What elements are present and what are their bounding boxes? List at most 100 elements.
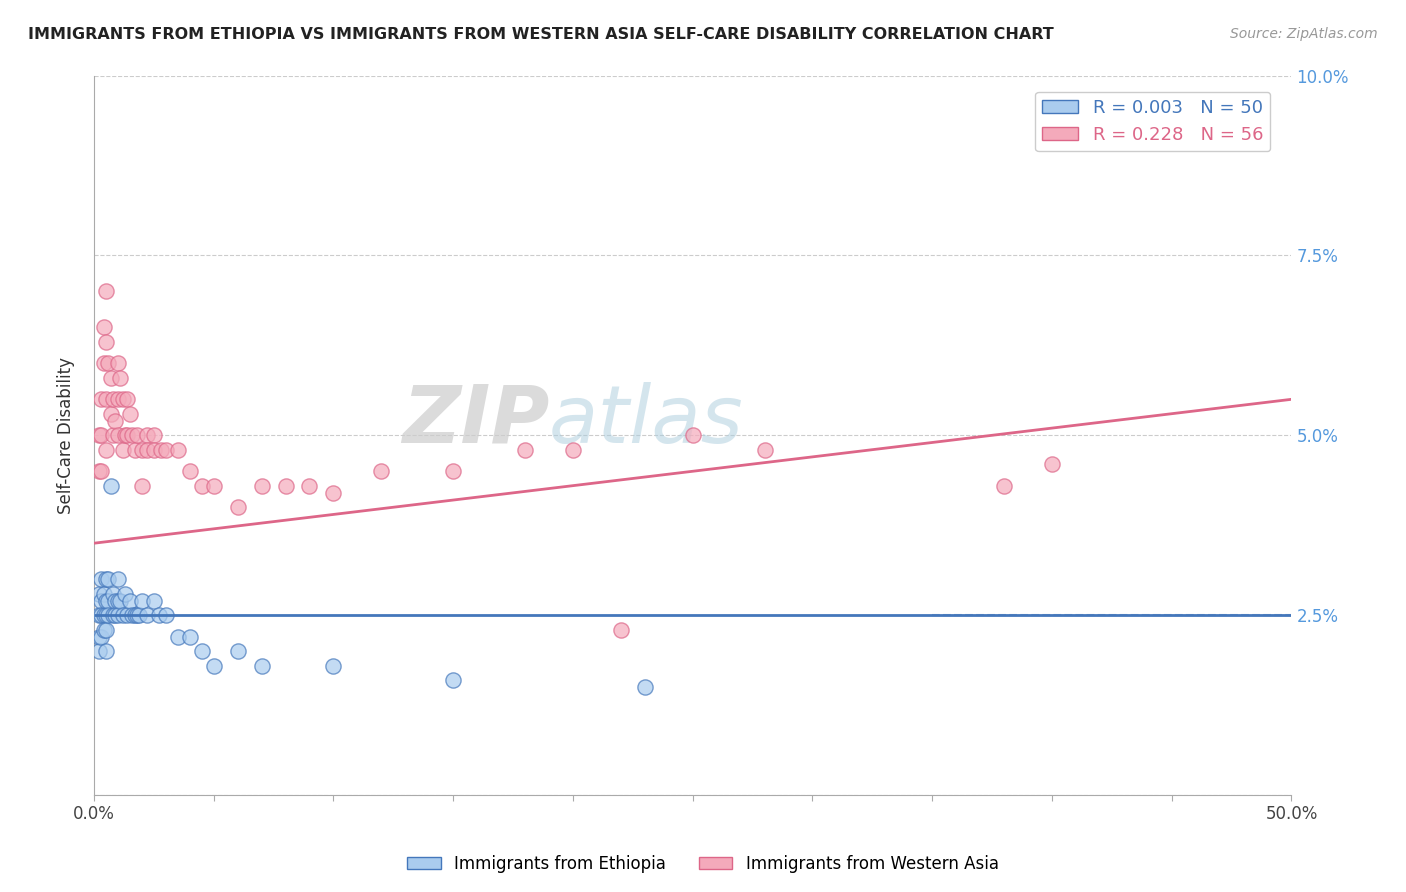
Point: [90, 464, 112, 478]
Point: [107, 572, 129, 586]
Point: [104, 608, 127, 623]
Point: [87, 608, 110, 623]
Text: ZIP: ZIP: [402, 382, 548, 460]
Point: [90, 630, 112, 644]
Point: [202, 478, 225, 492]
Point: [610, 623, 633, 637]
Point: [94, 594, 117, 608]
Point: [298, 478, 321, 492]
Point: [118, 594, 141, 608]
Point: [131, 442, 153, 457]
Point: [117, 428, 139, 442]
Point: [87, 586, 110, 600]
Point: [97, 608, 120, 623]
Point: [166, 630, 188, 644]
Point: [135, 608, 157, 623]
Point: [87, 428, 110, 442]
Point: [125, 428, 148, 442]
Point: [107, 428, 129, 442]
Point: [155, 608, 177, 623]
Point: [274, 478, 297, 492]
Point: [93, 608, 115, 623]
Point: [124, 608, 146, 623]
Point: [101, 428, 124, 442]
Point: [104, 414, 127, 428]
Point: [94, 442, 117, 457]
Point: [87, 644, 110, 658]
Point: [87, 464, 110, 478]
Point: [94, 285, 117, 299]
Point: [131, 478, 153, 492]
Point: [114, 586, 136, 600]
Point: [94, 623, 117, 637]
Point: [202, 658, 225, 673]
Legend: Immigrants from Ethiopia, Immigrants from Western Asia: Immigrants from Ethiopia, Immigrants fro…: [401, 848, 1005, 880]
Point: [142, 442, 165, 457]
Point: [118, 407, 141, 421]
Point: [370, 464, 392, 478]
Point: [111, 392, 134, 407]
Point: [90, 392, 112, 407]
Point: [93, 586, 115, 600]
Point: [94, 608, 117, 623]
Point: [93, 356, 115, 370]
Point: [100, 370, 122, 384]
Y-axis label: Self-Care Disability: Self-Care Disability: [58, 357, 75, 514]
Point: [90, 608, 112, 623]
Point: [993, 478, 1015, 492]
Point: [561, 442, 583, 457]
Point: [97, 572, 120, 586]
Point: [107, 608, 129, 623]
Point: [90, 594, 112, 608]
Point: [101, 608, 124, 623]
Point: [101, 586, 124, 600]
Point: [135, 428, 157, 442]
Point: [101, 392, 124, 407]
Point: [94, 644, 117, 658]
Point: [513, 442, 536, 457]
Point: [142, 594, 165, 608]
Point: [135, 442, 157, 457]
Point: [121, 608, 143, 623]
Point: [148, 608, 170, 623]
Legend: R = 0.003   N = 50, R = 0.228   N = 56: R = 0.003 N = 50, R = 0.228 N = 56: [1035, 92, 1271, 152]
Point: [93, 320, 115, 334]
Point: [93, 623, 115, 637]
Point: [107, 392, 129, 407]
Point: [110, 594, 132, 608]
Point: [114, 428, 136, 442]
Point: [441, 464, 464, 478]
Point: [104, 594, 127, 608]
Point: [97, 594, 120, 608]
Point: [117, 608, 139, 623]
Point: [190, 644, 212, 658]
Text: IMMIGRANTS FROM ETHIOPIA VS IMMIGRANTS FROM WESTERN ASIA SELF-CARE DISABILITY CO: IMMIGRANTS FROM ETHIOPIA VS IMMIGRANTS F…: [28, 27, 1054, 42]
Point: [155, 442, 177, 457]
Point: [682, 428, 704, 442]
Point: [110, 370, 132, 384]
Point: [226, 500, 249, 515]
Point: [128, 608, 150, 623]
Point: [322, 486, 344, 500]
Point: [100, 407, 122, 421]
Point: [142, 428, 165, 442]
Point: [179, 464, 201, 478]
Point: [150, 442, 173, 457]
Point: [124, 442, 146, 457]
Point: [125, 608, 148, 623]
Point: [250, 478, 273, 492]
Point: [87, 630, 110, 644]
Point: [226, 644, 249, 658]
Text: Source: ZipAtlas.com: Source: ZipAtlas.com: [1230, 27, 1378, 41]
Point: [107, 356, 129, 370]
Point: [441, 673, 464, 687]
Point: [179, 630, 201, 644]
Point: [121, 428, 143, 442]
Point: [94, 334, 117, 349]
Point: [166, 442, 188, 457]
Point: [754, 442, 776, 457]
Point: [322, 658, 344, 673]
Point: [97, 356, 120, 370]
Point: [250, 658, 273, 673]
Point: [107, 594, 129, 608]
